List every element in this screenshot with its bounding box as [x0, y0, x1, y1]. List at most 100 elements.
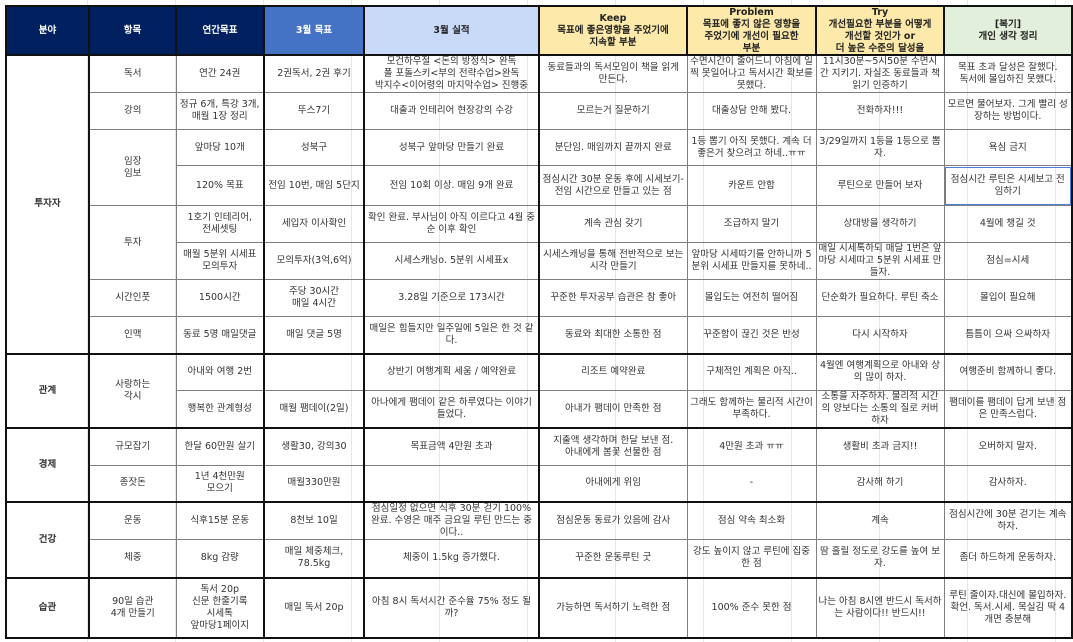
annual-goal-cell[interactable]: 식후15분 운동 [175, 501, 265, 540]
area-cell[interactable]: 습관 [5, 576, 90, 639]
march-goal-cell[interactable]: 전임 10번, 매임 5단지 [263, 165, 365, 206]
try-cell[interactable]: 다시 시작하자 [815, 316, 945, 354]
review-cell[interactable]: 여행준비 함께하니 좋다. [943, 352, 1073, 391]
keep-cell[interactable]: 아내에게 위임 [538, 464, 688, 503]
review-cell[interactable]: 감사하자. [943, 464, 1073, 503]
try-cell[interactable]: 루틴으로 만들어 보자 [815, 165, 945, 206]
keep-cell[interactable]: 꾸준한 투자공부 습관은 참 좋아 [538, 279, 688, 317]
march-result-cell[interactable]: 모건하우절 <돈의 방정식> 완독 폴 포돌스키<부의 전략수업>완독 박지수<… [363, 54, 540, 93]
problem-cell[interactable]: 대출상담 안해 봤다. [686, 92, 817, 130]
area-cell[interactable]: 투자자 [5, 54, 90, 354]
march-goal-cell[interactable]: 매일 체중체크, 78.5kg [263, 539, 365, 578]
keep-cell[interactable]: 가능하면 독서하기 노력한 점 [538, 576, 688, 639]
try-cell[interactable]: 소통을 자주하자. 물리적 시간의 양보다는 소통의 질로 커버하자 [815, 390, 945, 429]
march-goal-cell[interactable]: 생활30, 강의30 [263, 427, 365, 466]
march-goal-cell[interactable]: 주당 30시간 매일 4시간 [263, 279, 365, 317]
keep-cell[interactable]: 동료와 최대한 소통한 점 [538, 316, 688, 354]
annual-goal-cell[interactable]: 한달 60만원 살기 [175, 427, 265, 466]
review-cell[interactable]: 4월에 챙길 것 [943, 205, 1073, 243]
try-cell[interactable]: 전화하자!!! [815, 92, 945, 130]
annual-goal-cell[interactable]: 아내와 여행 2번 [175, 352, 265, 391]
review-cell[interactable]: 오버하지 말자. [943, 427, 1073, 466]
annual-goal-cell[interactable]: 동료 5명 매일댓글 [175, 316, 265, 354]
march-result-cell[interactable]: 3.28일 기준으로 173시간 [363, 279, 540, 317]
item-cell[interactable]: 체중 [88, 539, 177, 578]
march-goal-cell[interactable]: 뚜스7기 [263, 92, 365, 130]
march-goal-cell[interactable]: 8천보 10일 [263, 501, 365, 540]
march-result-cell[interactable]: 상반기 여행계획 세움 / 예약완료 [363, 352, 540, 391]
problem-cell[interactable]: 앞마당 시세따기를 안하니까 5분위 시세표 만들지를 못하네.. [686, 242, 817, 280]
march-goal-cell[interactable]: 모의투자(3억,6억) [263, 242, 365, 280]
header-march-goal[interactable]: 3월 목표 [263, 5, 365, 56]
header-march-result[interactable]: 3월 실적 [363, 5, 540, 56]
annual-goal-cell[interactable]: 120% 목표 [175, 165, 265, 206]
review-cell[interactable]: 모르면 물어보자. 그게 빨리 성장하는 방법이다. [943, 92, 1073, 130]
march-result-cell[interactable]: 아침 8시 독서시간 준수율 75% 정도 될까? [363, 576, 540, 639]
header-annual-goal[interactable]: 연간목표 [175, 5, 265, 56]
item-cell[interactable]: 종잣돈 [88, 464, 177, 503]
march-goal-cell[interactable]: 매일 댓글 5명 [263, 316, 365, 354]
item-cell[interactable]: 독서 [88, 54, 177, 93]
try-cell[interactable]: 매일 시세톡하되 매달 1번은 앞마당 시세따고 5분위 시세표 만들자. [815, 242, 945, 280]
march-goal-cell[interactable]: 세입자 이사확인 [263, 205, 365, 243]
annual-goal-cell[interactable]: 1호기 인테리어, 전세셋팅 [175, 205, 265, 243]
review-cell[interactable]: 루틴 줄이자.대신에 몰입하자. 확언. 독서.시세. 목실김 딱 4개면 충분… [943, 576, 1073, 639]
item-cell[interactable]: 투자 [88, 205, 177, 280]
item-cell[interactable]: 강의 [88, 92, 177, 130]
problem-cell[interactable]: 강도 높이지 않고 루틴에 집중한 점 [686, 539, 817, 578]
try-cell[interactable]: 감사해 하기 [815, 464, 945, 503]
header-try[interactable]: Try 개선필요한 부분을 어떻게 개선할 것인가 or 더 높은 수준의 달성… [815, 5, 945, 56]
item-cell[interactable]: 운동 [88, 501, 177, 540]
march-goal-cell[interactable]: 매월330만원 [263, 464, 365, 503]
area-cell[interactable]: 경제 [5, 427, 90, 503]
march-goal-cell[interactable]: 2권독서, 2권 후기 [263, 54, 365, 93]
try-cell[interactable]: 3/29일까지 1등을 1등으로 뽑자. [815, 129, 945, 166]
header-review[interactable]: [복기] 개인 생각 정리 [943, 5, 1073, 56]
march-result-cell[interactable]: 아나에게 팸데이 같은 하루였다는 이야기 들었다. [363, 390, 540, 429]
header-keep[interactable]: Keep 목표에 좋은영향을 주었기에 지속할 부분 [538, 5, 688, 56]
march-goal-cell[interactable]: 매월 팸데이(2일) [263, 390, 365, 429]
problem-cell[interactable]: 꾸준함이 끊긴 것은 반성 [686, 316, 817, 354]
try-cell[interactable]: 생활비 초과 금지!! [815, 427, 945, 466]
area-cell[interactable]: 관계 [5, 352, 90, 429]
review-cell[interactable]: 팸데이를 팸데이 답게 보낸 점은 만족스럽다. [943, 390, 1073, 429]
problem-cell[interactable]: 그래도 함께하는 물리적 시간이 부족하다. [686, 390, 817, 429]
annual-goal-cell[interactable]: 1500시간 [175, 279, 265, 317]
keep-cell[interactable]: 모르는거 질문하기 [538, 92, 688, 130]
try-cell[interactable]: 땀 흘릴 정도로 강도를 높여 보자. [815, 539, 945, 578]
problem-cell[interactable]: 몰입도는 여전히 떨어짐 [686, 279, 817, 317]
item-cell[interactable]: 임장 임보 [88, 129, 177, 206]
march-goal-cell[interactable]: 성북구 [263, 129, 365, 166]
annual-goal-cell[interactable]: 정규 6개, 특강 3개, 매월 1장 정리 [175, 92, 265, 130]
keep-cell[interactable]: 점심시간 30분 운동 후에 시세보기-전임 시간으로 만들고 있는 점 [538, 165, 688, 206]
march-result-cell[interactable]: 대출과 인테리어 현장강의 수강 [363, 92, 540, 130]
problem-cell[interactable]: 수면시간이 줄어드니 아침에 일찍 못일어나고 독서시간 확보를 못했다. [686, 54, 817, 93]
item-cell[interactable]: 인맥 [88, 316, 177, 354]
march-result-cell[interactable]: 성북구 앞마당 만들기 완료 [363, 129, 540, 166]
keep-cell[interactable]: 동료들과의 독서모임이 책을 읽게 만든다. [538, 54, 688, 93]
try-cell[interactable]: 상대방을 생각하기 [815, 205, 945, 243]
keep-cell[interactable]: 리조트 예약완료 [538, 352, 688, 391]
header-problem[interactable]: Problem 목표에 좋지 않은 영향을 주었기에 개선이 필요한 부분 [686, 5, 817, 56]
try-cell[interactable]: 단순화가 필요하다. 루틴 축소 [815, 279, 945, 317]
area-cell[interactable]: 건강 [5, 501, 90, 578]
item-cell[interactable]: 시간인풋 [88, 279, 177, 317]
review-cell[interactable]: 틈틈이 으싸 으싸하자 [943, 316, 1073, 354]
review-cell[interactable]: 점심시간에 30분 걷기는 계속하자. [943, 501, 1073, 540]
item-cell[interactable]: 규모잡기 [88, 427, 177, 466]
problem-cell[interactable]: 100% 준수 못한 점 [686, 576, 817, 639]
march-result-cell[interactable]: 시세스캐닝o. 5분위 시세표x [363, 242, 540, 280]
keep-cell[interactable]: 분단임. 매임까지 끝까지 완료 [538, 129, 688, 166]
problem-cell[interactable]: 구체적인 계획은 아직.. [686, 352, 817, 391]
problem-cell[interactable]: - [686, 464, 817, 503]
review-cell[interactable]: 점심시간 루틴은 시세보고 전임하기 [943, 165, 1073, 206]
keep-cell[interactable]: 시세스캐닝을 통해 전반적으로 보는 시각 만들기 [538, 242, 688, 280]
problem-cell[interactable]: 1등 뽑기 아직 못했다. 계속 더 좋은거 찾으려고 하네..ㅠㅠ [686, 129, 817, 166]
keep-cell[interactable]: 계속 관심 갖기 [538, 205, 688, 243]
march-result-cell[interactable] [363, 464, 540, 503]
march-result-cell[interactable]: 매일은 힘들지만 일주일에 5일은 한 것 같다. [363, 316, 540, 354]
header-item[interactable]: 항목 [88, 5, 177, 56]
annual-goal-cell[interactable]: 매월 5분위 시세표 모의투자 [175, 242, 265, 280]
keep-cell[interactable]: 꾸준한 운동루틴 굿 [538, 539, 688, 578]
item-cell[interactable]: 사랑하는 각시 [88, 352, 177, 429]
